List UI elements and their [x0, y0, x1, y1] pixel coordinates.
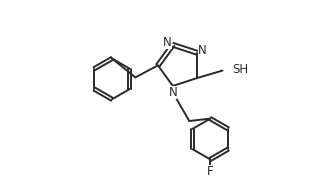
Text: N: N	[169, 86, 177, 99]
Text: F: F	[207, 165, 214, 178]
Text: SH: SH	[232, 63, 248, 76]
Text: N: N	[198, 44, 207, 57]
Text: N: N	[163, 36, 172, 49]
